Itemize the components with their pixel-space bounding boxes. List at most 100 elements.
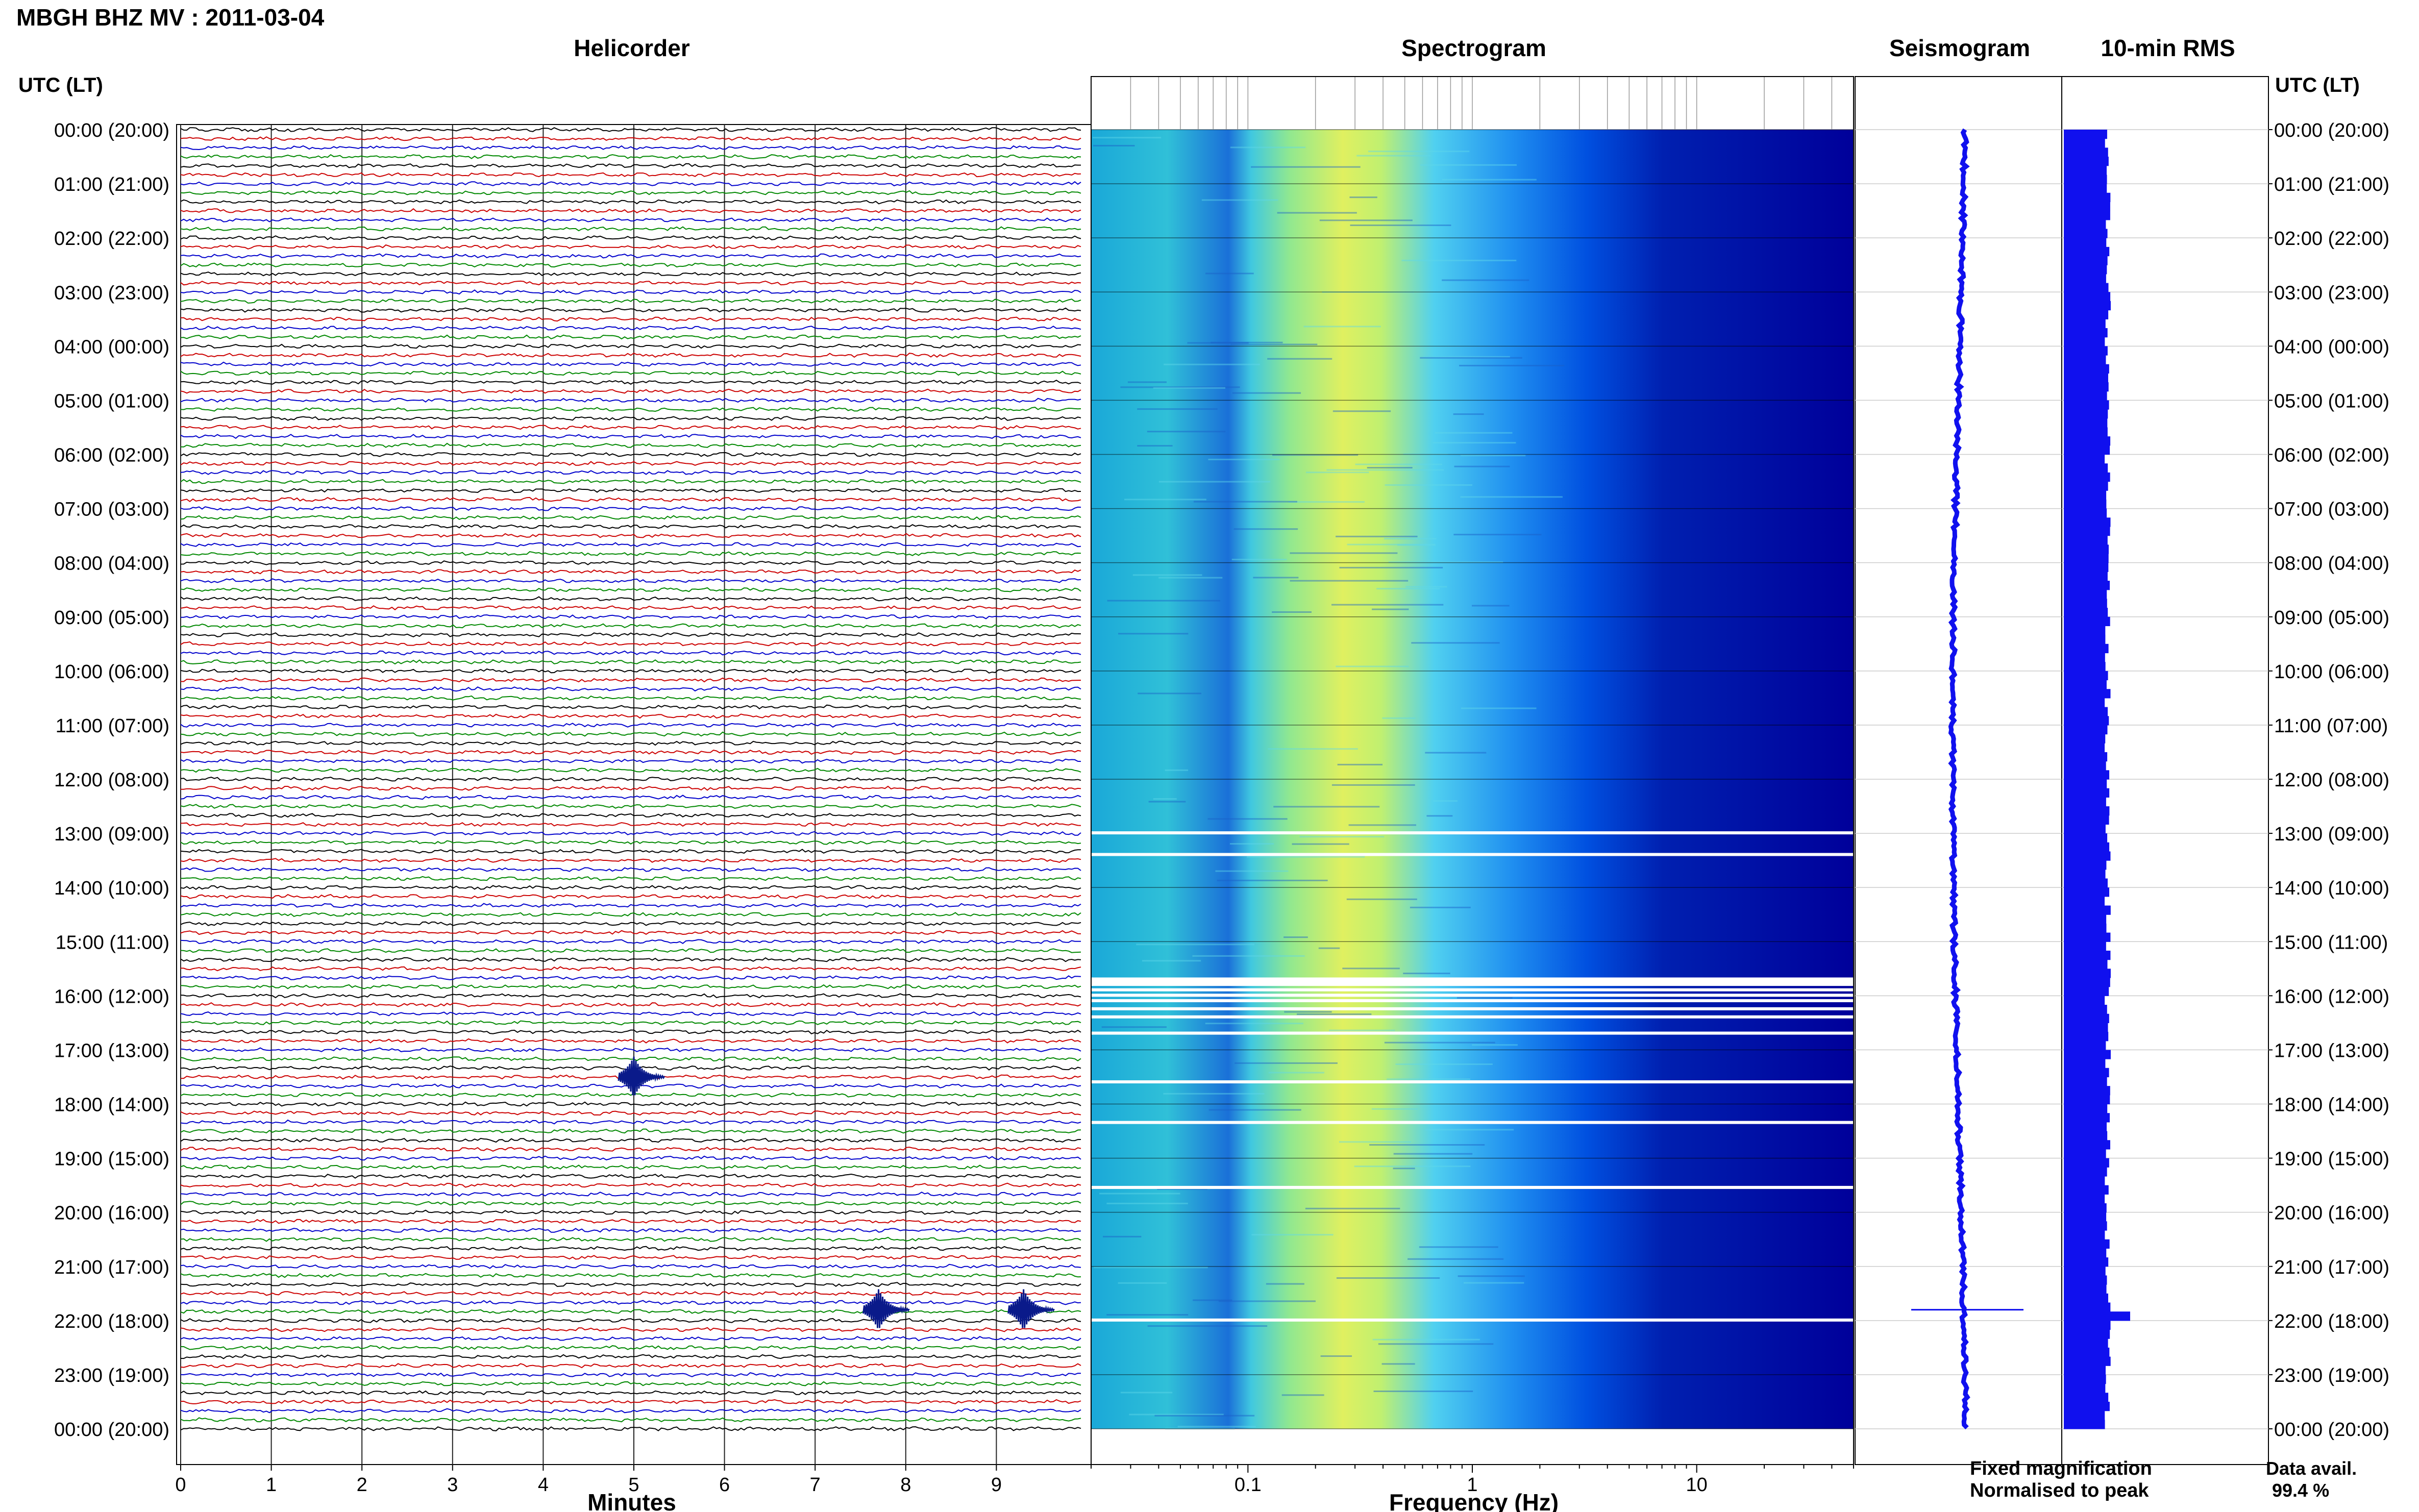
helicorder-trace (180, 921, 1081, 926)
time-label-left: 03:00 (23:00) (54, 282, 169, 304)
helicorder-trace (180, 506, 1081, 511)
rms-bar (2064, 887, 2110, 897)
helicorder-trace (180, 686, 1081, 692)
minute-tick-label: 4 (538, 1474, 549, 1496)
spectrogram-texture (1157, 1188, 1207, 1190)
rms-bar (2064, 274, 2106, 284)
spectrogram-texture (1461, 707, 1537, 709)
rms-bar (2064, 229, 2108, 238)
helicorder-trace (180, 1291, 1081, 1296)
helicorder-trace (180, 452, 1081, 457)
rms-bar (2064, 472, 2110, 482)
spectrogram-gap (1091, 994, 1854, 997)
helicorder-trace (180, 957, 1081, 962)
helicorder-event (862, 1289, 910, 1328)
spectrogram-texture (1277, 212, 1357, 214)
spectrogram-texture (1217, 879, 1328, 881)
rms-bar (2064, 175, 2107, 184)
rms-bar (2064, 1086, 2110, 1096)
spectrogram-gap (1091, 1185, 1854, 1189)
spectrogram-texture (1092, 137, 1162, 139)
time-label-right: 00:00 (20:00) (2274, 120, 2389, 141)
time-label-left: 19:00 (15:00) (54, 1149, 169, 1170)
spectrogram-texture (1349, 196, 1377, 199)
time-label-left: 06:00 (02:00) (54, 445, 169, 466)
helicorder-trace (180, 326, 1081, 331)
spectrogram-texture (1232, 392, 1301, 394)
rms-bar (2064, 860, 2107, 870)
rms-bar (2064, 400, 2109, 410)
spectrogram-texture (1350, 224, 1451, 226)
helicorder-trace (180, 388, 1081, 394)
spectrogram-texture (1215, 870, 1289, 872)
helicorder-trace (180, 226, 1081, 232)
time-labels-left: 00:00 (20:00) 01:00 (21:00) 02:00 (22:00) 0… (54, 120, 169, 1441)
time-label-left: 01:00 (21:00) (54, 174, 169, 195)
helicorder-trace (180, 190, 1081, 195)
helicorder-trace (180, 1164, 1081, 1170)
spectrogram-texture (1371, 1108, 1418, 1110)
helicorder-trace (180, 479, 1081, 484)
rms-bar (2064, 643, 2109, 654)
rms-bar (2064, 1356, 2111, 1366)
helicorder-trace (180, 569, 1081, 575)
time-label-right: 01:00 (21:00) (2274, 174, 2389, 195)
spectrogram-texture (1411, 642, 1500, 644)
rms-bar (2064, 779, 2107, 789)
rms-bar (2064, 219, 2106, 230)
time-label-right: 23:00 (19:00) (2274, 1365, 2389, 1386)
rms-bar (2064, 806, 2110, 816)
spectrogram-texture (1419, 1246, 1498, 1248)
rms-bar (2064, 184, 2107, 193)
rms-bar (2064, 1275, 2107, 1285)
spectrogram-texture (1378, 1343, 1494, 1345)
rms-bar (2064, 1140, 2110, 1150)
seismogram-frame (1855, 76, 2062, 1465)
spectrogram-texture (1284, 1011, 1332, 1013)
time-label-right: 13:00 (09:00) (2274, 824, 2389, 845)
rms-panel (2061, 76, 2269, 1465)
spectrogram-texture (1458, 1275, 1525, 1277)
spectrogram-texture (1290, 580, 1409, 582)
time-label-right: 11:00 (07:00) (2274, 715, 2388, 737)
spectrogram-gap (1091, 1080, 1854, 1084)
rms-bar (2064, 499, 2107, 509)
spectrogram-texture (1408, 1258, 1504, 1260)
rms-bar (2064, 725, 2108, 735)
spectrogram-texture (1384, 1042, 1495, 1044)
time-label-left: 17:00 (13:00) (54, 1040, 169, 1061)
helicorder-trace (180, 1282, 1081, 1287)
rms-bar (2064, 517, 2111, 527)
spectrogram-texture (1268, 748, 1358, 750)
rms-bar (2064, 572, 2108, 581)
rms-bar (2064, 1194, 2105, 1204)
time-label-right: 10:00 (06:00) (2274, 661, 2389, 683)
rms-bar (2064, 409, 2108, 419)
time-label-right: 00:00 (20:00) (2274, 1419, 2389, 1441)
time-labels-right: 00:00 (20:00) 01:00 (21:00) 02:00 (22:00) 0… (2268, 120, 2389, 1441)
helicorder-trace (180, 695, 1081, 701)
rms-bar (2064, 445, 2110, 455)
spectrogram-texture (1193, 501, 1297, 503)
time-label-right: 14:00 (10:00) (2274, 878, 2389, 899)
helicorder-trace (180, 145, 1081, 151)
helicorder-trace (180, 217, 1081, 222)
helicorder-trace (180, 1363, 1081, 1369)
rms-bar (2064, 869, 2106, 879)
helicorder-trace (180, 1128, 1081, 1134)
spectrogram-texture (1457, 997, 1513, 999)
helicorder-trace (180, 163, 1081, 168)
rms-bar (2064, 581, 2110, 590)
rms-bar (2064, 797, 2106, 807)
helicorder-trace (180, 434, 1081, 439)
helicorder-trace (180, 1228, 1081, 1233)
helicorder-trace (181, 614, 1081, 619)
helicorder-trace (180, 903, 1081, 908)
helicorder-title: Helicorder (574, 35, 690, 61)
spectrogram-texture (1288, 501, 1365, 503)
time-label-left: 16:00 (12:00) (54, 986, 169, 1007)
spectrogram-texture (1292, 843, 1349, 845)
time-label-right: 02:00 (22:00) (2274, 228, 2389, 250)
rms-bar (2064, 283, 2109, 292)
spectrogram-texture (1120, 1392, 1173, 1394)
